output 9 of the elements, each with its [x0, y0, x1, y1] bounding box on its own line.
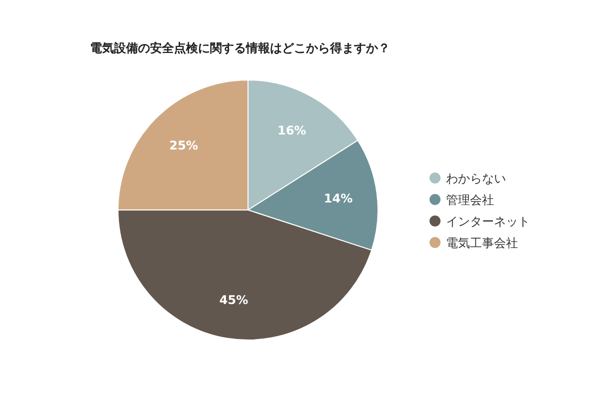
legend-label: わからない — [446, 172, 506, 186]
legend-label: 電気工事会社 — [446, 236, 518, 250]
chart-title: 電気設備の安全点検に関する情報はどこから得ますか？ — [90, 41, 390, 55]
legend-label: インターネット — [446, 214, 530, 228]
data-label: 45% — [219, 292, 248, 307]
data-label: 25% — [169, 138, 198, 153]
legend-label: 管理会社 — [446, 193, 494, 207]
data-label: 14% — [324, 192, 353, 206]
data-label: 16% — [277, 123, 306, 138]
